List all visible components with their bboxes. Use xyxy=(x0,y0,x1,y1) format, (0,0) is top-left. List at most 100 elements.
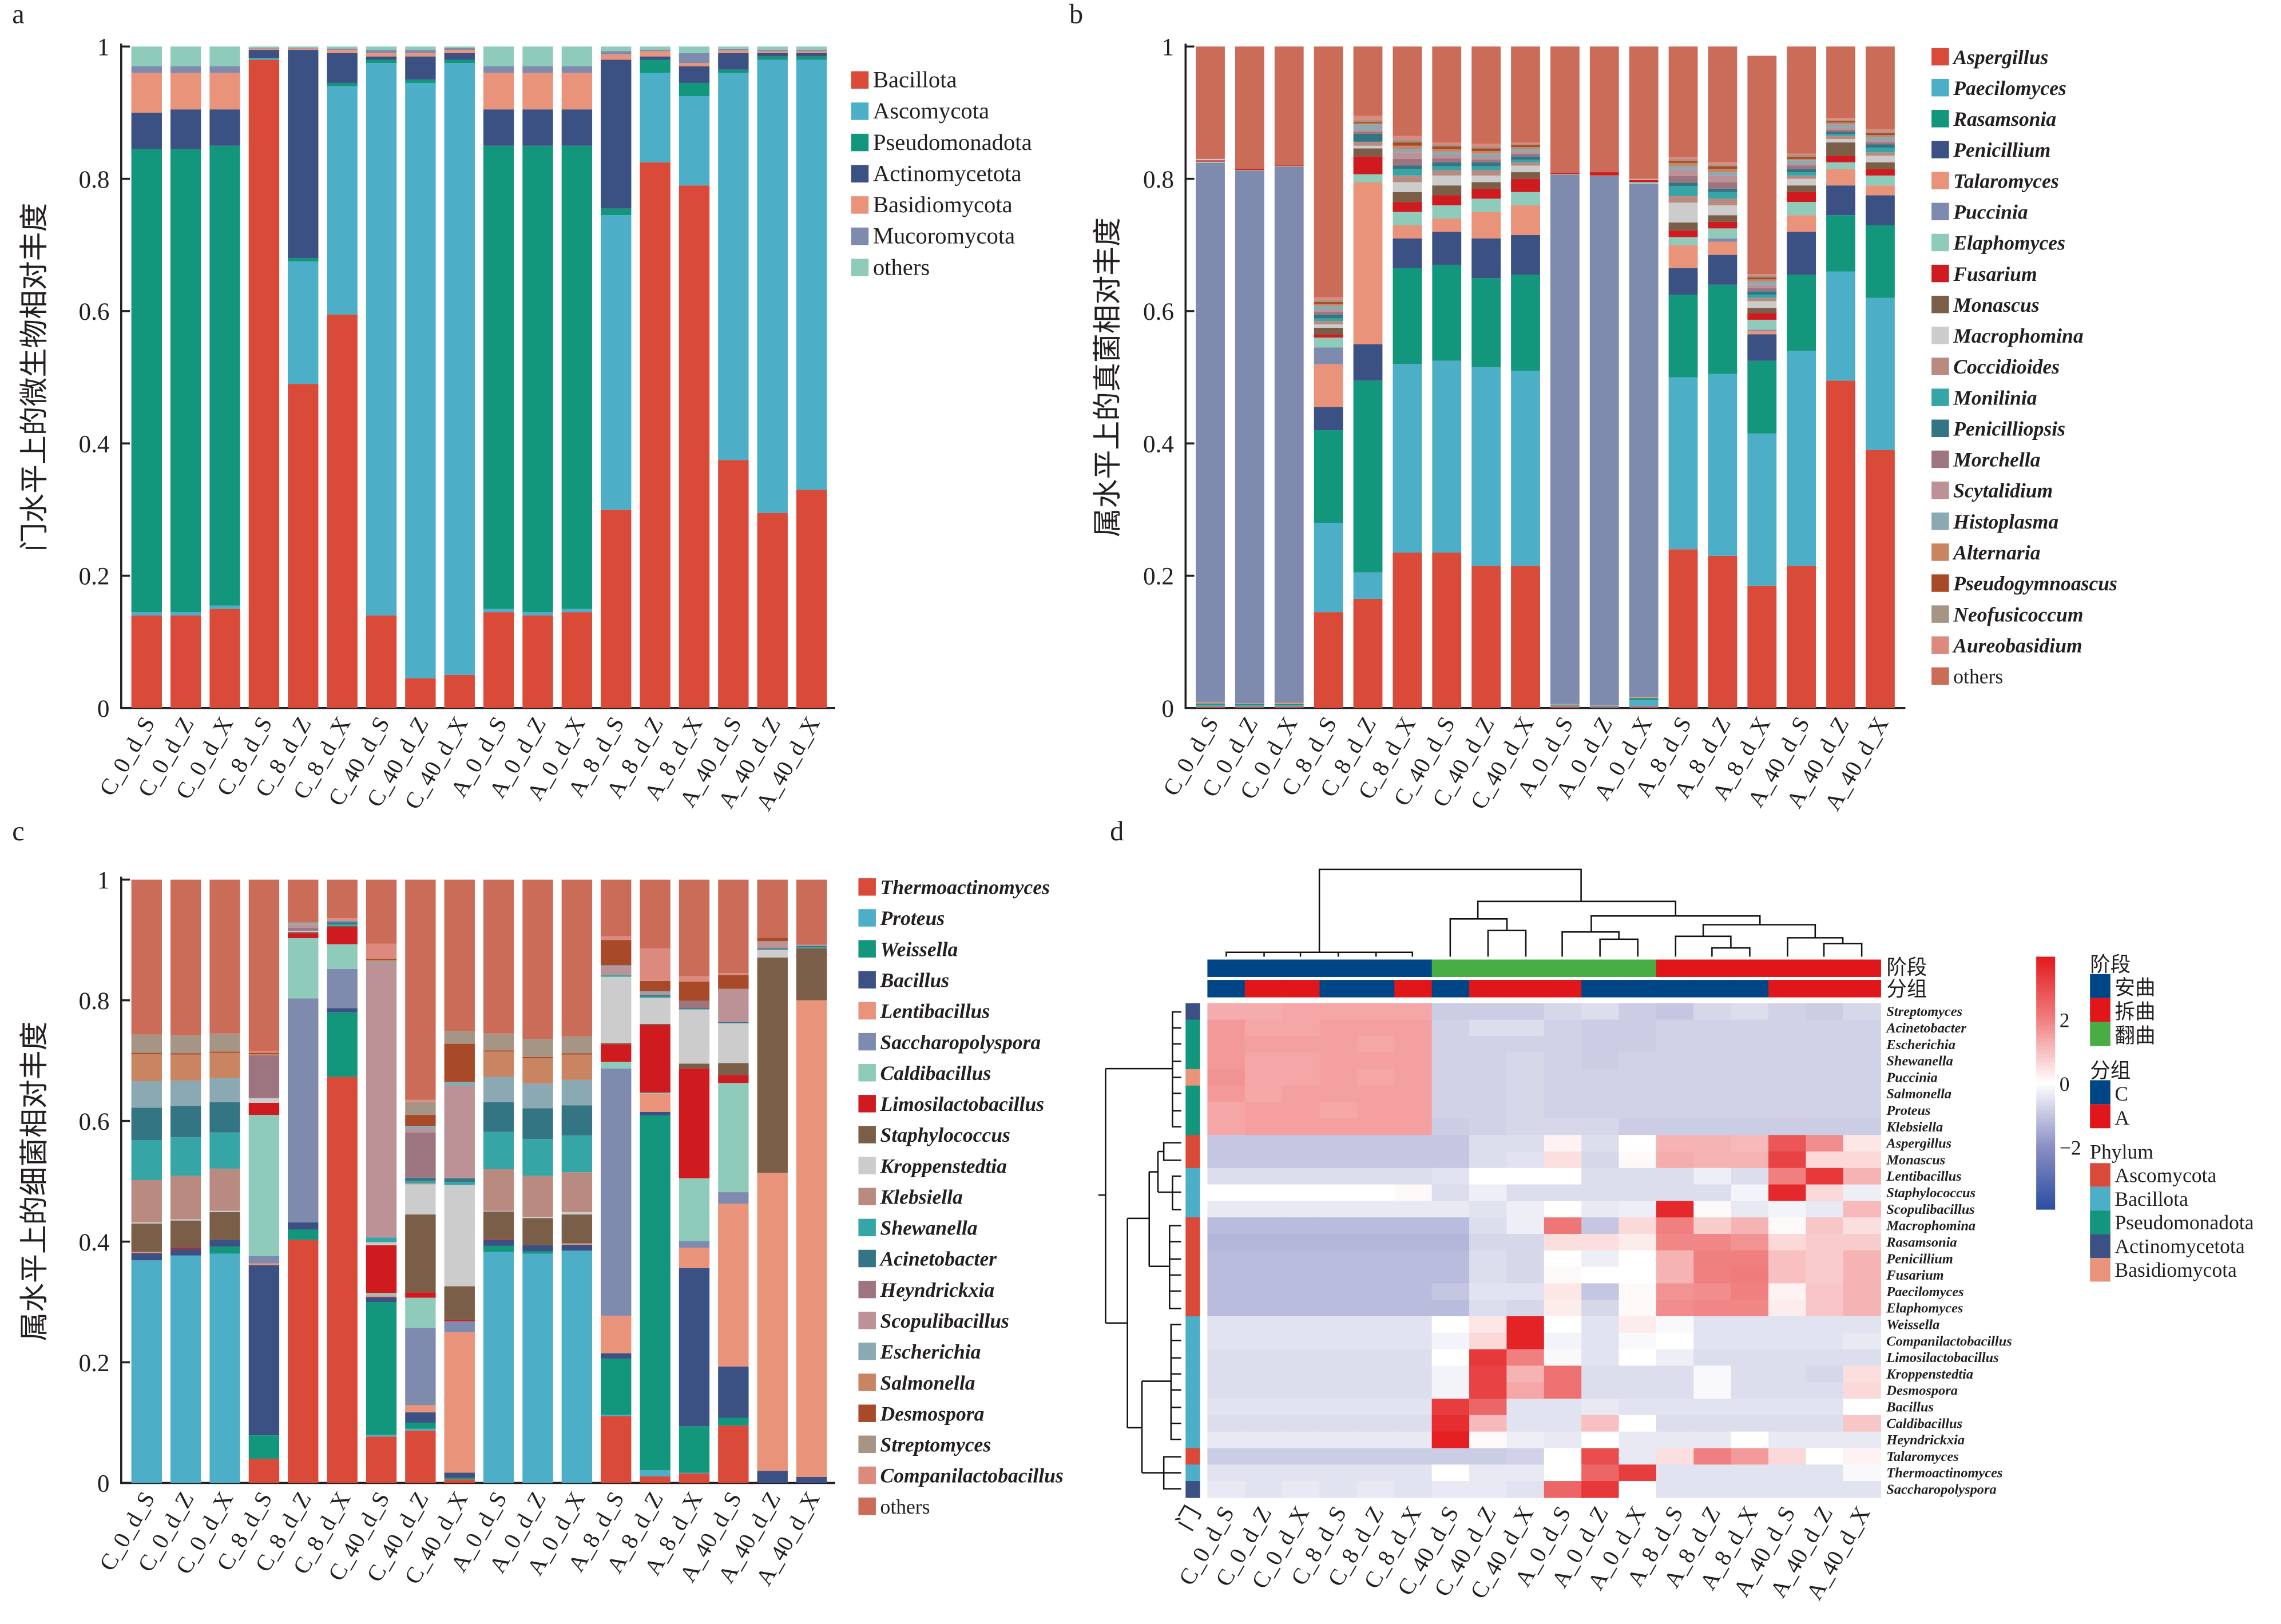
bar-segment-aspergillus xyxy=(1747,585,1777,708)
y-axis-title: 属水平上的细菌相对丰度 xyxy=(18,1022,50,1341)
heatmap-cell xyxy=(1319,1464,1358,1482)
legend-item-pseudomonadota: Pseudomonadota xyxy=(851,129,1032,155)
bar-segment-neofusicoccum xyxy=(1708,164,1737,166)
heatmap-cell xyxy=(1356,1019,1395,1037)
heatmap-cell xyxy=(1581,1036,1620,1053)
group-annotation-cell xyxy=(1244,980,1283,998)
heatmap-cell xyxy=(1581,1118,1620,1135)
bar-segment-lentibacillus xyxy=(366,1295,397,1297)
bar-segment-pseudogymnoascus xyxy=(1826,121,1855,123)
bar-segment-pseudomonadota xyxy=(327,82,358,86)
bar-segment-fusarium xyxy=(1235,169,1264,170)
heatmap-cell xyxy=(1544,1332,1582,1350)
stacked-bar-c-40-d-s xyxy=(366,879,397,1483)
bar-segment-others xyxy=(522,879,553,1039)
stage-legend-label: 安曲 xyxy=(2115,976,2155,999)
legend-label: others xyxy=(873,254,930,280)
heatmap-cell xyxy=(1356,1283,1395,1300)
bar-segment-actinomycetota xyxy=(561,109,593,146)
bar-segment-fusarium xyxy=(1668,230,1698,237)
bar-segment-acinetobacter xyxy=(405,1177,436,1181)
legend-item-acinetobacter: Acinetobacter xyxy=(858,1248,997,1270)
bar-segment-morchella xyxy=(1432,158,1462,162)
heatmap-cell xyxy=(1693,1118,1732,1135)
stacked-bar-a-8-d-x xyxy=(679,879,710,1483)
panel-d-heatmap: 阶段分组StreptomycesAcinetobacterEscherichia… xyxy=(1098,868,2254,1604)
bar-segment-saccharopolyspora xyxy=(248,1256,280,1264)
heatmap-cell xyxy=(1431,1135,1470,1152)
heatmap-cell xyxy=(1469,1415,1508,1432)
bar-segment-salmonella xyxy=(522,1058,553,1084)
heatmap-cell xyxy=(1618,1118,1657,1135)
bar-segment-scytalidium xyxy=(1668,169,1698,176)
heatmap-cell xyxy=(1506,1349,1545,1367)
bar-segment-aureobasidium xyxy=(1866,129,1895,132)
bar-segment-pseudomonadota xyxy=(522,145,553,613)
stage-legend-swatch xyxy=(2090,974,2111,998)
legend-label: Lentibacillus xyxy=(880,1000,990,1023)
bar-segment-lentibacillus xyxy=(640,1094,671,1112)
bar-segment-rasamsonia xyxy=(1314,430,1343,523)
bar-segment-macrophomina xyxy=(1314,324,1343,328)
heatmap-cell xyxy=(1768,1415,1807,1432)
row-dendrogram xyxy=(1098,1011,1181,1490)
legend-label: Salmonella xyxy=(880,1371,975,1394)
heatmap-cell xyxy=(1768,1316,1807,1333)
bar-segment-weissella xyxy=(640,1115,671,1471)
heatmap-cell xyxy=(1581,1481,1620,1498)
heatmap-cell xyxy=(1693,1102,1732,1119)
row-label: Salmonella xyxy=(1886,1086,1951,1102)
bar-segment-bacillota xyxy=(248,59,280,708)
bar-segment-monilinia xyxy=(1866,148,1895,153)
heatmap-cell xyxy=(1656,1151,1695,1169)
heatmap-row-klebsiella: Klebsiella xyxy=(1185,1118,1943,1135)
heatmap-cell xyxy=(1693,1399,1732,1416)
colorbar-tick-label: 2 xyxy=(2060,1008,2070,1031)
bar-segment-others xyxy=(796,879,827,945)
group-legend-swatch xyxy=(2090,1104,2111,1129)
heatmap-cell xyxy=(1731,1053,1769,1070)
bar-segment-talaromyces xyxy=(1196,702,1225,704)
heatmap-cell xyxy=(1244,1316,1283,1333)
bar-segment-actinomycetota xyxy=(483,109,514,146)
bar-segment-monascus xyxy=(1471,182,1501,189)
bar-segment-actinomycetota xyxy=(522,109,553,146)
bar-segment-penicillium xyxy=(1787,232,1816,275)
bar-segment-aureobasidium xyxy=(1314,297,1343,300)
bar-segment-basidiomycota xyxy=(131,73,162,113)
heatmap-cell xyxy=(1282,1003,1320,1021)
heatmap-cell xyxy=(1506,1201,1545,1218)
bar-segment-basidiomycota xyxy=(718,50,749,53)
bar-segment-proteus xyxy=(131,1260,162,1483)
bar-segment-basidiomycota xyxy=(405,53,436,57)
heatmap-cell xyxy=(1431,1382,1470,1399)
heatmap-cell xyxy=(1843,1036,1881,1053)
legend-label: Scopulibacillus xyxy=(880,1309,1009,1332)
heatmap-cell xyxy=(1544,1365,1582,1383)
bar-segment-scopulibacillus xyxy=(796,944,827,946)
stage-annotation-cell xyxy=(1768,959,1807,977)
heatmap-cell xyxy=(1581,1266,1620,1284)
legend-swatch xyxy=(851,71,869,89)
group-annotation-cell xyxy=(1731,980,1769,998)
stacked-bar-c-40-d-z xyxy=(405,46,436,708)
heatmap-cell xyxy=(1394,1266,1433,1284)
stacked-bar-a-40-d-x xyxy=(796,879,827,1483)
bar-segment-klebsiella xyxy=(522,1176,553,1217)
heatmap-cell xyxy=(1581,1085,1620,1103)
stage-annotation-cell xyxy=(1656,959,1695,977)
stacked-bar-a-40-d-z xyxy=(1826,46,1855,708)
heatmap-cell xyxy=(1282,1332,1320,1350)
bar-segment-thermoactinomyces xyxy=(718,1426,749,1483)
heatmap-cell xyxy=(1431,1168,1470,1185)
heatmap-cell xyxy=(1394,1036,1433,1053)
bar-segment-mucoromycota xyxy=(757,50,788,51)
heatmap-cell xyxy=(1656,1201,1695,1218)
heatmap-cell xyxy=(1244,1102,1283,1119)
y-tick-label: 0.4 xyxy=(1143,431,1174,458)
y-tick-label: 0.4 xyxy=(79,1229,110,1256)
bar-segment-kroppenstedtia xyxy=(209,1210,240,1212)
y-tick-label: 0.4 xyxy=(79,431,110,458)
stacked-bar-a-8-d-z xyxy=(640,879,671,1483)
legend-label: others xyxy=(880,1495,930,1518)
